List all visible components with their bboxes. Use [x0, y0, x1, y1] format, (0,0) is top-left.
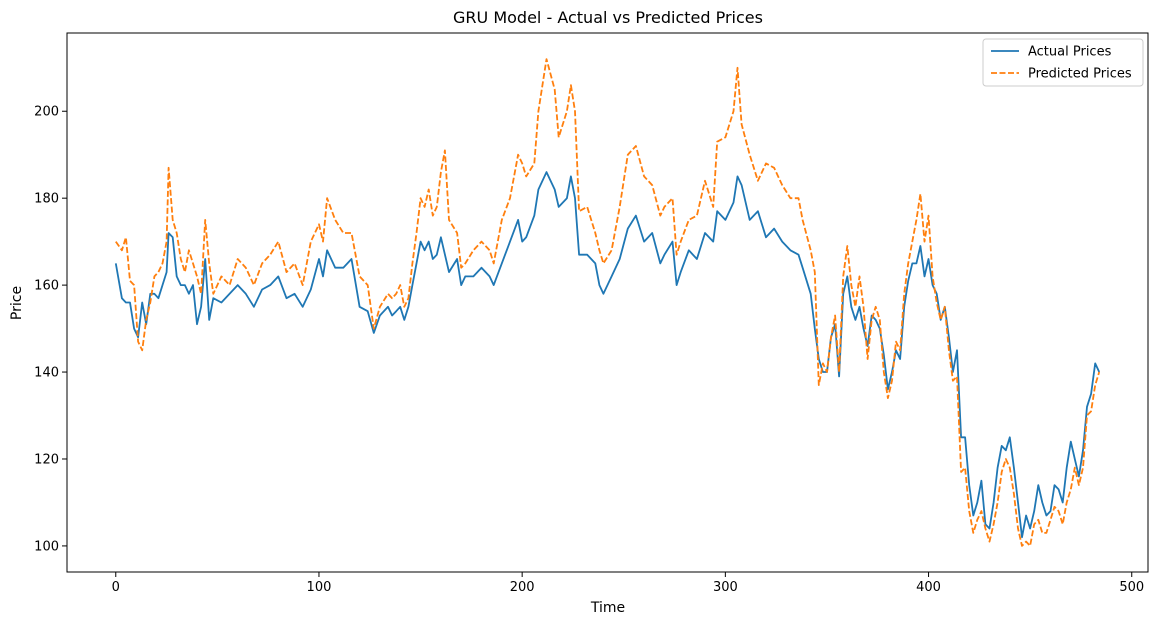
plot-area	[114, 58, 1101, 547]
series-line-actual	[114, 171, 1101, 539]
y-tick-label: 200	[34, 105, 59, 120]
legend-label-predicted: Predicted Prices	[1028, 67, 1132, 82]
axes-frame	[66, 32, 1149, 573]
x-tick-label: 100	[307, 580, 332, 595]
legend: Actual Prices Predicted Prices	[982, 38, 1144, 87]
axes: 0 100 200 300 400 500 100 120 140 160 180 200	[34, 32, 1149, 595]
x-tick-label: 500	[1119, 580, 1144, 595]
x-tick-label: 300	[713, 580, 738, 595]
y-axis-title: Price	[9, 286, 25, 320]
y-tick-label: 180	[34, 192, 59, 207]
y-tick-label: 120	[34, 452, 59, 467]
x-tick-label: 200	[510, 580, 535, 595]
chart-title: GRU Model - Actual vs Predicted Prices	[453, 8, 763, 27]
y-tick-label: 160	[34, 279, 59, 294]
x-axis-title: Time	[590, 600, 625, 616]
y-tick-label: 100	[34, 539, 59, 554]
legend-box	[982, 38, 1144, 87]
series-line-predicted	[115, 58, 1101, 547]
x-tick-label: 400	[916, 580, 941, 595]
x-tick-label: 0	[112, 580, 120, 595]
y-tick-label: 140	[34, 366, 59, 381]
legend-label-actual: Actual Prices	[1028, 45, 1112, 60]
